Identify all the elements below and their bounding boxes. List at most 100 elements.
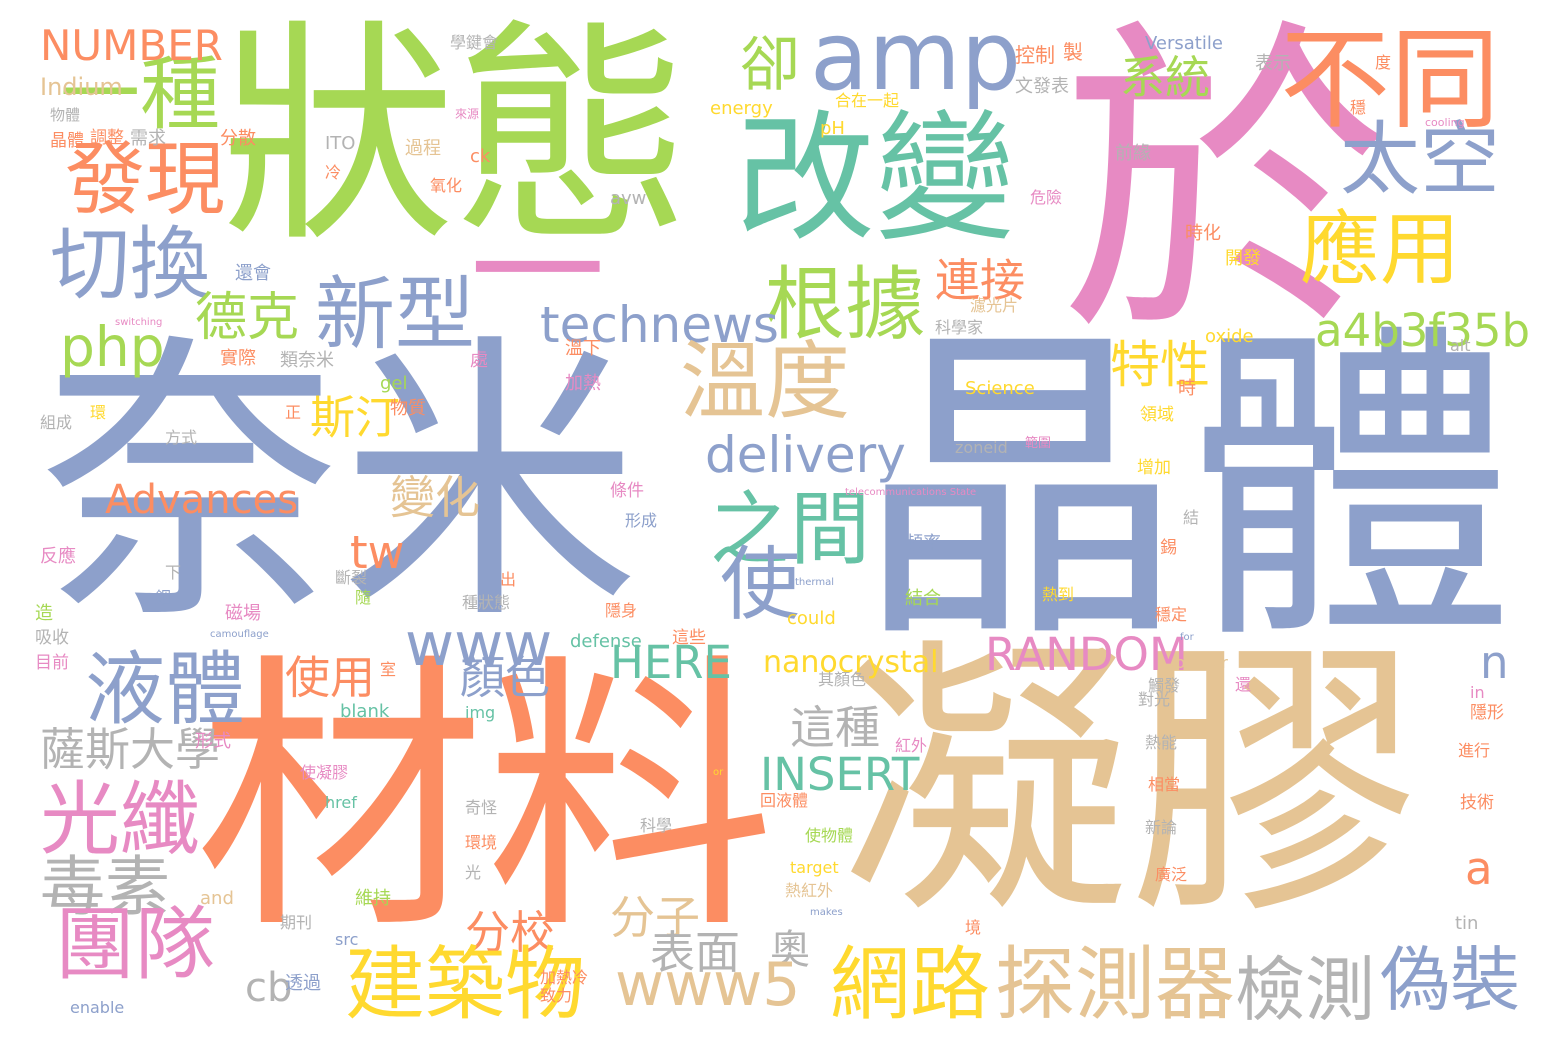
cloud-word: ITO: [325, 133, 356, 154]
cloud-word: Advances: [105, 477, 299, 523]
cloud-word: 薩斯大學: [40, 723, 221, 776]
cloud-word: 造: [35, 603, 53, 624]
cloud-word: alt: [1450, 336, 1471, 355]
cloud-word: cooling: [1425, 116, 1465, 129]
cloud-word: 表面: [650, 926, 741, 979]
cloud-word: 需求: [130, 128, 166, 149]
cloud-word: 溫下: [565, 338, 601, 359]
cloud-word: 增加: [1137, 458, 1171, 478]
cloud-word: 形成: [625, 511, 658, 530]
cloud-word: img: [465, 703, 496, 722]
cloud-word: 氧化: [430, 176, 463, 195]
cloud-word: href: [325, 793, 357, 812]
cloud-word: 濾光片: [970, 296, 1019, 315]
cloud-word: 錫: [1160, 538, 1177, 558]
cloud-word: n: [1480, 636, 1509, 689]
cloud-word: enable: [70, 998, 125, 1017]
cloud-word: 凝膠: [840, 616, 1420, 953]
cloud-word: 學鍵會: [450, 33, 499, 52]
cloud-word: 結合: [905, 588, 941, 609]
cloud-word: 晶體: [855, 298, 1515, 682]
cloud-word: 正: [285, 403, 302, 422]
cloud-word: 光: [465, 863, 482, 882]
cloud-word: INSERT: [760, 748, 920, 801]
cloud-word: 技術: [1460, 793, 1494, 813]
cloud-word: src: [335, 930, 359, 949]
cloud-word: 新型: [315, 268, 475, 361]
cloud-word: 顏色: [460, 651, 551, 704]
cloud-word: in: [1470, 683, 1485, 702]
cloud-word: Versatile: [1145, 33, 1223, 54]
cloud-word: 控制: [1015, 43, 1055, 67]
cloud-word: 探測器: [995, 938, 1235, 1031]
cloud-word: target: [790, 858, 839, 877]
cloud-word: energy: [710, 98, 773, 119]
cloud-word: telecommunications State: [845, 487, 977, 498]
cloud-word: 毒素: [40, 850, 171, 925]
cloud-word: 新論: [1145, 818, 1178, 837]
cloud-word: 切換: [50, 218, 210, 311]
cloud-word: php: [60, 315, 165, 379]
cloud-word: HERE: [610, 636, 732, 689]
cloud-word: 網路: [830, 938, 990, 1031]
cloud-word: 組成: [40, 413, 73, 432]
cloud-word: technews: [540, 296, 779, 354]
cloud-word: 奈米: [40, 310, 640, 659]
cloud-word: defense: [570, 631, 642, 652]
cloud-word: 時: [1178, 378, 1196, 399]
cloud-word: 出: [500, 570, 517, 589]
cloud-word: 類奈米: [280, 350, 334, 371]
cloud-word: 分散: [220, 128, 256, 149]
cloud-word: pH: [820, 118, 845, 139]
cloud-word: 環境: [465, 833, 498, 852]
cloud-word: 目前: [35, 653, 69, 673]
cloud-word: 團隊: [55, 898, 215, 991]
cloud-word: 熱到: [1042, 585, 1075, 604]
cloud-word: 製: [1063, 40, 1083, 64]
cloud-word: 紅外: [895, 736, 928, 755]
cloud-word: 液體: [85, 643, 245, 736]
cloud-word: blank: [340, 701, 390, 722]
cloud-word: 維持: [355, 888, 391, 909]
cloud-word: 這些: [672, 628, 706, 648]
cloud-word: 卻: [740, 30, 800, 100]
cloud-word: 一: [470, 194, 605, 351]
cloud-word: 反應: [40, 546, 76, 567]
cloud-word: 還會: [235, 263, 271, 284]
cloud-word: 方式: [165, 428, 198, 447]
cloud-word: 分校: [465, 906, 556, 959]
cloud-word: 室: [380, 660, 397, 679]
cloud-word: nanocrystal: [763, 645, 939, 680]
cloud-word: 來源: [455, 107, 480, 121]
cloud-word: for: [1180, 632, 1194, 643]
cloud-word: 物體: [50, 106, 81, 124]
cloud-word: switching: [115, 317, 163, 328]
cloud-word: 一種: [60, 48, 220, 141]
cloud-word: www: [405, 610, 553, 680]
cloud-word: 對光: [1138, 690, 1171, 709]
cloud-word: 表示: [1255, 53, 1291, 74]
cloud-word: amp: [810, 2, 1022, 112]
cloud-word: 太空: [1340, 113, 1500, 206]
cloud-word: 加熱冷: [540, 968, 589, 987]
cloud-word: 時化: [1185, 223, 1221, 244]
cloud-word: a4b3f35b: [1315, 304, 1531, 357]
cloud-word: 處: [470, 350, 488, 371]
cloud-word: 還: [1235, 675, 1252, 694]
cloud-word: 建築物: [345, 938, 585, 1031]
cloud-word: tin: [1455, 913, 1479, 934]
cloud-word: 檢測: [1235, 949, 1375, 1031]
cloud-word: 進行: [1458, 741, 1491, 760]
cloud-word: 調整: [90, 128, 124, 148]
cloud-word: 分子: [610, 891, 701, 944]
cloud-word: 實際: [220, 348, 256, 369]
cloud-word: could: [787, 608, 836, 629]
cloud-word: 開發: [1225, 248, 1261, 269]
cloud-word: 使: [720, 538, 800, 631]
cloud-word: 廣泛: [1155, 865, 1188, 884]
cloud-word: 觸發: [1148, 676, 1181, 695]
cloud-word: 改變: [735, 98, 1016, 261]
cloud-word: tw: [350, 526, 405, 579]
cloud-word: 使物體: [805, 826, 854, 845]
cloud-word: www5: [615, 950, 801, 1020]
